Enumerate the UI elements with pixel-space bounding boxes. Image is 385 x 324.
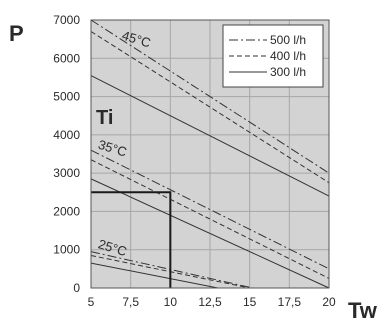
y-tick-label: 4000 — [53, 128, 80, 142]
series-line — [90, 149, 330, 270]
legend-label: 500 l/h — [270, 33, 306, 47]
legend-label: 400 l/h — [270, 49, 306, 63]
series-lines — [90, 19, 330, 289]
y-tick-label: 0 — [73, 281, 80, 295]
y-tick-label: 5000 — [53, 90, 80, 104]
marker-line — [91, 191, 172, 288]
y-tick-label: 1000 — [53, 243, 80, 257]
x-tick-label: 10 — [164, 295, 178, 309]
series-line — [90, 31, 330, 184]
y-tick-label: 3000 — [53, 166, 80, 180]
legend: 500 l/h 400 l/h 300 l/h — [222, 24, 324, 88]
series-line — [90, 251, 253, 289]
x-tick-label: 17,5 — [278, 295, 302, 309]
marker-lines — [91, 191, 172, 288]
tick-labels: 0 1000 2000 3000 4000 5000 6000 7000 5 7,5 10 12,5 1… — [53, 13, 336, 309]
y-tick-label: 2000 — [53, 204, 80, 218]
series-line — [90, 262, 219, 289]
x-tick-label: 5 — [88, 295, 95, 309]
x-tick-label: 7,5 — [122, 295, 139, 309]
legend-label: 300 l/h — [270, 65, 306, 79]
series-line — [90, 75, 330, 197]
series-line — [90, 178, 330, 289]
x-tick-label: 12,5 — [198, 295, 222, 309]
x-tick-label: 20 — [322, 295, 336, 309]
series-line — [90, 19, 330, 174]
series-line — [90, 159, 330, 279]
y-axis-label: P — [9, 21, 24, 46]
inner-label-ti: Ti — [96, 107, 113, 129]
y-tick-label: 7000 — [53, 13, 80, 27]
x-tick-label: 15 — [243, 295, 257, 309]
plot-border — [90, 19, 330, 289]
y-tick-label: 6000 — [53, 51, 80, 65]
x-axis-label: Tw — [348, 298, 378, 323]
